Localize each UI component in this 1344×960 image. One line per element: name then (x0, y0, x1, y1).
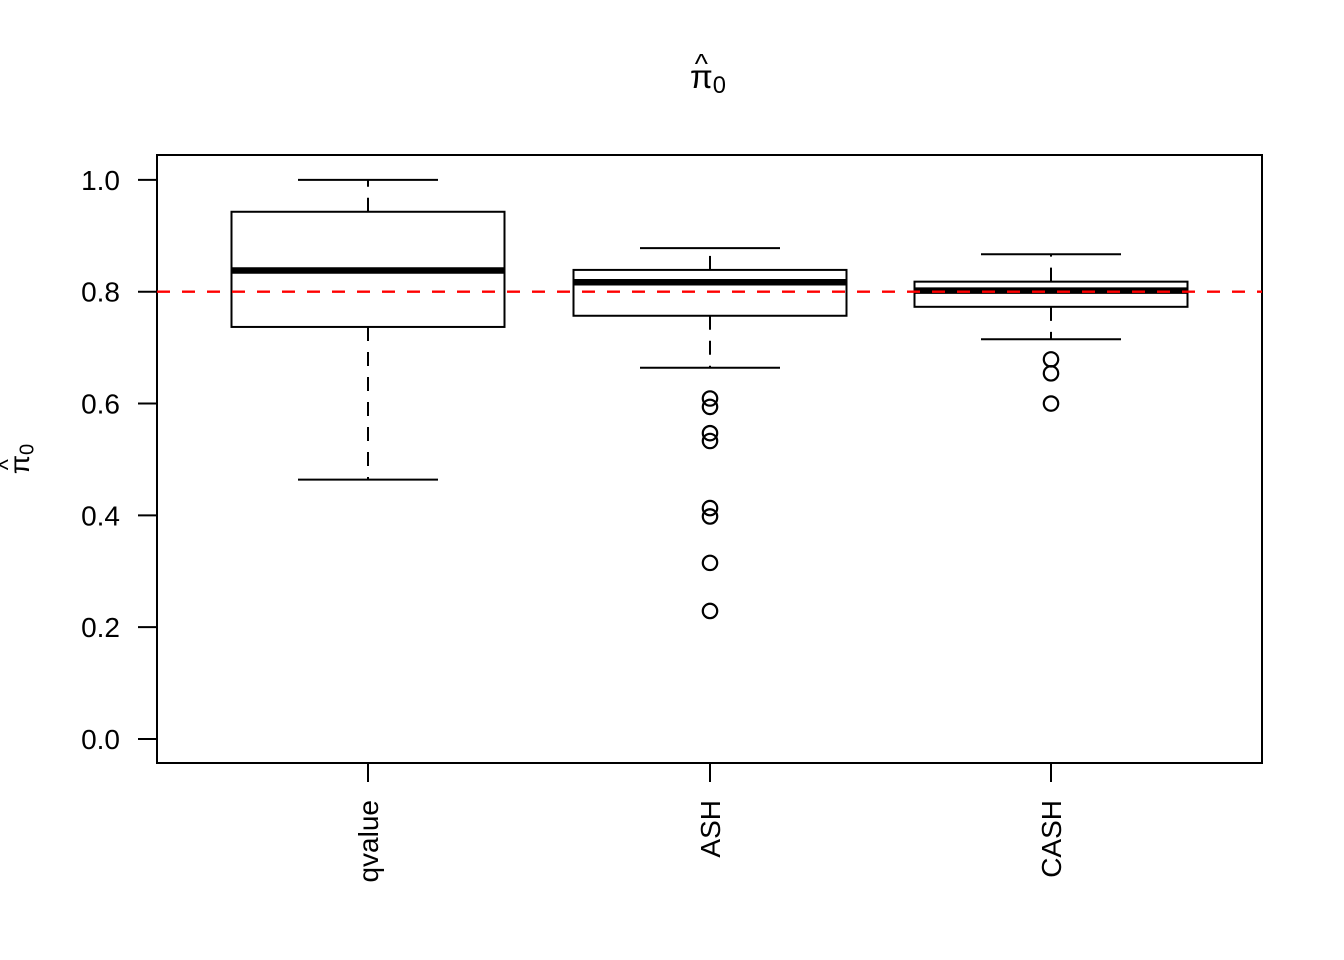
x-axis: qvalue ASH CASH (353, 763, 1067, 883)
outlier-point (701, 432, 719, 450)
box-group-qvalue (230, 178, 506, 481)
title-subscript: 0 (712, 72, 726, 100)
x-tick-label-ash: ASH (695, 800, 726, 858)
outlier-point (701, 398, 719, 416)
x-tick-label-cash: CASH (1036, 800, 1067, 878)
pi-symbol: π (690, 58, 713, 95)
box-group-cash (913, 253, 1189, 412)
outlier-point (1042, 365, 1060, 382)
outlier-point (701, 554, 719, 572)
outlier-point (701, 499, 719, 517)
outlier-point (701, 602, 719, 620)
y-tick-label: 0.8 (81, 277, 120, 308)
y-tick-label: 0.2 (81, 612, 120, 643)
box-group-ash (572, 247, 848, 620)
outlier-point (701, 508, 719, 525)
y-axis: 0.0 0.2 0.4 0.6 0.8 1.0 (81, 165, 157, 755)
x-tick-label-qvalue: qvalue (353, 800, 384, 883)
outlier-point (701, 390, 719, 407)
outlier-point (1042, 395, 1060, 412)
y-tick-label: 0.0 (81, 724, 120, 755)
y-tick-label: 0.4 (81, 500, 120, 531)
iqr-box (913, 280, 1189, 308)
y-tick-label: 0.6 (81, 389, 120, 420)
hat-accent: ^ (694, 47, 708, 79)
outlier-point (701, 424, 719, 442)
pi-hat-symbol: ^π (690, 49, 713, 95)
outlier-point (1042, 351, 1060, 368)
y-tick-label: 1.0 (81, 165, 120, 196)
chart-title: ^ π0 (690, 49, 726, 97)
